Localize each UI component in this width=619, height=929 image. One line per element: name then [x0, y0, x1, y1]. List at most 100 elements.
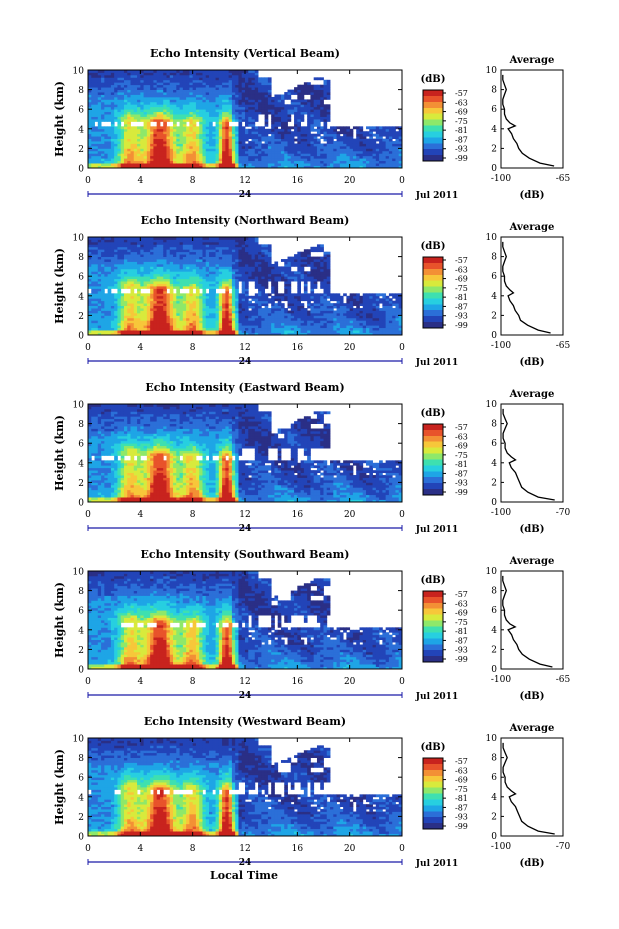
heatmap-cell — [192, 96, 197, 100]
heatmap-cell — [280, 121, 285, 125]
heatmap-cell — [153, 89, 158, 93]
heatmap-cell — [127, 101, 131, 105]
heatmap-cell — [313, 87, 318, 90]
heatmap-cell — [150, 141, 154, 144]
heatmap-cell — [205, 141, 210, 144]
heatmap-cell — [238, 165, 243, 169]
heatmap-cell — [110, 298, 115, 302]
heatmap-cell — [179, 312, 184, 316]
heatmap-cell — [228, 138, 233, 142]
heatmap-cell — [238, 239, 243, 243]
heatmap-cell — [195, 94, 200, 98]
heatmap-cell — [173, 298, 177, 302]
heatmap-cell — [104, 259, 109, 262]
heatmap-cell — [101, 259, 105, 262]
heatmap-cell — [215, 84, 220, 88]
heatmap-cell — [114, 92, 118, 95]
heatmap-cell — [117, 101, 122, 105]
heatmap-cell — [385, 145, 390, 149]
heatmap-cell — [222, 286, 226, 289]
heatmap-cell — [186, 239, 190, 243]
heatmap-cell — [245, 155, 249, 159]
heatmap-cell — [107, 315, 112, 319]
heatmap-cell — [336, 143, 341, 147]
heatmap-cell — [245, 163, 249, 166]
heatmap-cell — [173, 266, 177, 270]
heatmap-cell — [192, 72, 197, 76]
heatmap-cell — [182, 136, 187, 139]
heatmap-cell — [91, 143, 95, 147]
heatmap-cell — [166, 239, 171, 243]
heatmap-cell — [307, 150, 311, 154]
heatmap-cell — [199, 278, 203, 282]
heatmap-cell — [123, 141, 128, 144]
heatmap-cell — [222, 241, 226, 245]
heatmap-cell — [159, 263, 164, 267]
heatmap-cell — [356, 126, 360, 130]
heatmap-cell — [137, 288, 141, 292]
heatmap-cell — [133, 96, 138, 100]
heatmap-cell — [248, 141, 252, 144]
heatmap-cell — [254, 74, 259, 78]
heatmap-cell — [163, 74, 167, 78]
heatmap-cell — [271, 123, 275, 127]
heatmap-cell — [179, 116, 184, 120]
heatmap-cell — [127, 332, 131, 336]
heatmap-cell — [231, 317, 236, 321]
heatmap-cell — [205, 310, 210, 314]
heatmap-cell — [349, 141, 354, 144]
heatmap-cell — [215, 126, 220, 130]
heatmap-cell — [143, 237, 148, 240]
heatmap-cell — [189, 138, 194, 142]
heatmap-cell — [88, 160, 92, 164]
heatmap-cell — [186, 153, 190, 157]
heatmap-cell — [114, 70, 118, 73]
heatmap-cell — [267, 145, 272, 149]
heatmap-cell — [137, 237, 141, 240]
heatmap-cell — [346, 128, 351, 132]
heatmap-cell — [228, 131, 233, 135]
heatmap-cell — [88, 77, 92, 81]
heatmap-cell — [169, 128, 174, 132]
heatmap-cell — [320, 101, 324, 105]
heatmap-cell — [114, 163, 118, 166]
heatmap-cell — [209, 251, 213, 255]
heatmap-cell — [133, 101, 138, 105]
heatmap-cell — [313, 84, 318, 88]
heatmap-cell — [195, 263, 200, 267]
heatmap-cell — [107, 322, 112, 326]
heatmap-cell — [195, 163, 200, 166]
heatmap-cell — [153, 74, 158, 78]
heatmap-cell — [146, 163, 151, 166]
heatmap-cell — [215, 70, 220, 73]
heatmap-cell — [218, 300, 223, 304]
heatmap-cell — [212, 141, 216, 144]
heatmap-cell — [225, 312, 230, 316]
heatmap-cell — [209, 109, 213, 113]
heatmap-cell — [140, 300, 144, 304]
heatmap-cell — [199, 239, 203, 243]
heatmap-cell — [179, 158, 184, 162]
heatmap-cell — [117, 288, 122, 292]
heatmap-cell — [238, 251, 243, 255]
heatmap-cell — [133, 160, 138, 164]
heatmap-cell — [222, 259, 226, 262]
heatmap-cell — [231, 106, 236, 110]
heatmap-cell — [182, 268, 187, 272]
heatmap-cell — [372, 160, 377, 164]
heatmap-cell — [189, 121, 194, 125]
heatmap-cell — [127, 131, 131, 135]
heatmap-cell — [202, 298, 207, 302]
heatmap-cell — [156, 283, 161, 287]
heatmap-cell — [123, 163, 128, 166]
heatmap-cell — [130, 330, 135, 333]
heatmap-cell — [333, 133, 337, 137]
heatmap-cell — [110, 303, 115, 306]
heatmap-cell — [146, 136, 151, 139]
heatmap-cell — [159, 89, 164, 93]
heatmap-cell — [205, 320, 210, 324]
heatmap-cell — [182, 249, 187, 253]
heatmap-cell — [186, 259, 190, 262]
heatmap-cell — [277, 138, 282, 142]
heatmap-cell — [222, 278, 226, 282]
